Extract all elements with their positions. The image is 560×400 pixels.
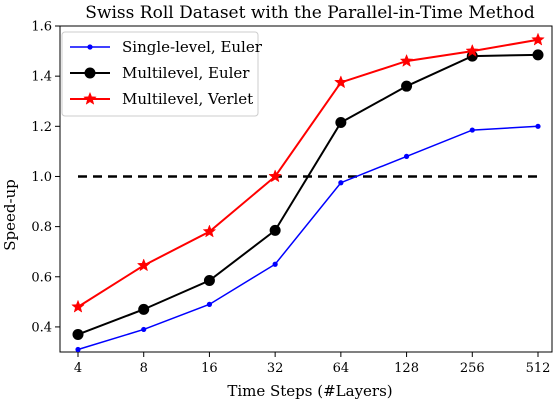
y-tick-label: 1.6 [31,20,52,35]
data-point-dot [535,123,541,129]
data-point-dot [141,326,147,333]
data-point-star [202,224,217,238]
data-point-star [465,43,480,57]
data-point-circle [335,117,347,129]
x-tick-label: 16 [201,361,218,376]
data-point-circle [532,49,544,61]
data-point-dot [272,261,278,267]
data-point-star [136,258,151,272]
x-tick-label: 4 [74,361,82,376]
data-point-dot [338,180,344,186]
data-point-dot [403,153,410,159]
data-point-dot [206,301,213,307]
x-tick-label: 512 [526,361,551,376]
series-line [77,38,539,308]
data-point-circle [84,67,96,79]
series-group [72,49,544,340]
legend-box [61,31,259,117]
tick-layer: 4 8 16 32 64 128 256 512 0.4 0.6 0.8 1.0 1.2 1.4 1.6 [31,20,550,377]
data-point-dot [469,127,475,133]
data-point-circle [269,224,281,236]
series-group [71,32,545,313]
x-axis-title: Time Steps (#Layers) [227,382,392,400]
y-axis-title: Speed-up [1,179,19,251]
data-point-circle [138,303,150,315]
data-point-star [268,169,282,183]
data-point-star [399,53,414,67]
y-tick-label: 1.4 [31,70,52,85]
data-point-dot [75,346,81,353]
y-tick-label: 0.6 [31,270,52,285]
y-tick-label: 0.4 [31,320,52,335]
y-tick-label: 0.8 [31,220,52,235]
x-tick-label: 128 [394,361,419,376]
legend-label: Single-level, Euler [122,38,263,56]
chart-title: Swiss Roll Dataset with the Parallel-in-… [85,3,535,23]
data-point-dot [87,44,93,50]
x-tick-label: 8 [140,361,148,376]
data-point-circle [72,328,84,340]
legend-label: Multilevel, Verlet [122,90,253,108]
series-line [77,125,539,351]
data-point-star [83,91,97,105]
series-line [77,53,539,336]
x-tick-label: 64 [333,361,350,376]
data-point-star [334,75,348,89]
x-tick-label: 32 [267,361,284,376]
series-group [75,123,541,353]
legend-label: Multilevel, Euler [122,64,250,82]
data-point-star [531,32,545,46]
y-tick-label: 1.0 [31,170,52,185]
series-layer [71,32,545,353]
x-tick-label: 256 [460,361,485,376]
data-point-circle [203,275,215,287]
plot-frame [59,25,553,353]
data-point-star [71,299,85,313]
legend: Single-level, Euler Multilevel, Euler Mult… [61,31,263,117]
data-point-circle [401,80,413,92]
y-tick-label: 1.2 [31,120,52,135]
